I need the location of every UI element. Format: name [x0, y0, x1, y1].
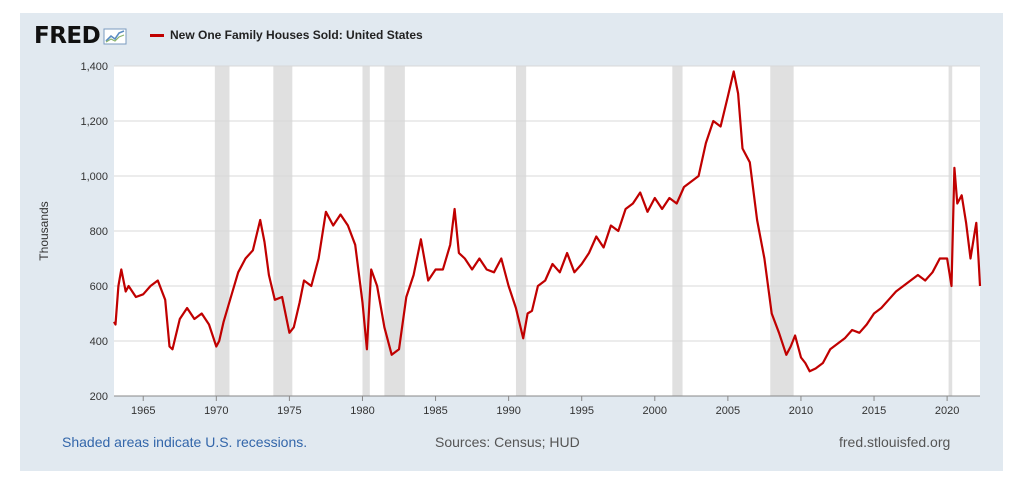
x-tick-label: 2000	[643, 405, 667, 417]
y-tick-label: 800	[90, 226, 108, 238]
x-tick-label: 2005	[716, 405, 740, 417]
fred-logo-text: FRED	[34, 23, 101, 49]
y-tick-label: 1,000	[80, 171, 108, 183]
y-tick-label: 400	[90, 336, 108, 348]
x-tick-label: 2015	[862, 405, 886, 417]
recessions-note-link[interactable]: Shaded areas indicate U.S. recessions.	[62, 434, 308, 450]
x-tick-label: 1975	[277, 405, 301, 417]
y-tick-label: 200	[90, 391, 108, 403]
legend-label: New One Family Houses Sold: United State…	[170, 28, 423, 42]
y-tick-label: 600	[90, 281, 108, 293]
x-tick-label: 1990	[496, 405, 520, 417]
y-axis-label: Thousands	[37, 201, 51, 260]
graph-icon	[103, 28, 127, 45]
x-tick-label: 1985	[423, 405, 447, 417]
y-tick-label: 1,200	[80, 116, 108, 128]
x-tick-label: 2020	[935, 405, 959, 417]
x-tick-label: 1970	[204, 405, 228, 417]
legend-swatch	[150, 33, 164, 37]
x-tick-label: 1965	[131, 405, 155, 417]
legend: New One Family Houses Sold: United State…	[150, 28, 423, 42]
series-line	[113, 70, 982, 373]
site-link[interactable]: fred.stlouisfed.org	[839, 434, 951, 450]
x-tick-label: 1980	[350, 405, 374, 417]
y-tick-label: 1,400	[80, 61, 108, 73]
x-tick-label: 2010	[789, 405, 813, 417]
fred-logo[interactable]: FRED	[34, 23, 127, 49]
x-tick-label: 1995	[569, 405, 593, 417]
sources-text: Sources: Census; HUD	[435, 434, 580, 450]
